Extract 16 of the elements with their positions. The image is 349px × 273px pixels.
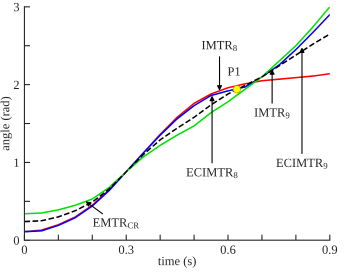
x-tick-label: 0.9 [322,245,338,254]
x-tick-label: 0 [22,245,28,254]
y-tick-label: 1 [14,158,19,167]
x-tick-label: 0.6 [220,245,236,254]
series-label: P1 [228,67,240,76]
y-tick-label: 0 [14,236,20,245]
annotation: ECIMTR$_{8}$ [186,168,238,178]
y-axis-title: angle (rad) [0,96,12,150]
x-tick-label: 0.3 [118,245,134,254]
annotation: EMTR$_{CR}$ [92,218,140,228]
y-tick-label: 3 [14,2,20,12]
annotation: IMTR$_{8}$ [202,41,237,52]
x-axis-title: time (s) [158,256,196,268]
y-tick-label: 2 [14,80,19,89]
annotation: IMTR$_{9}$ [254,108,290,118]
annotation: ECIMTR$_{9}$ [276,158,328,169]
